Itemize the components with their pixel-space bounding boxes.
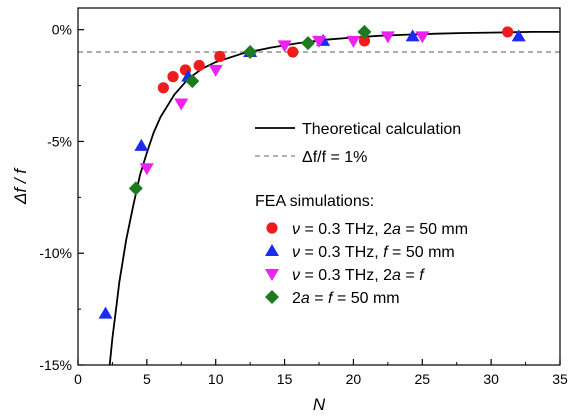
x-tick-label: 35 xyxy=(552,371,568,387)
x-tick-label: 20 xyxy=(346,371,362,387)
series-1-point xyxy=(167,71,179,83)
legend-marker-series-2 xyxy=(265,244,279,256)
series-4-point xyxy=(243,45,258,60)
series-3-point xyxy=(277,40,292,53)
series-2-point xyxy=(511,29,526,42)
x-tick-label: 30 xyxy=(483,371,499,387)
series-2-point xyxy=(134,138,149,151)
x-tick-label: 0 xyxy=(74,371,82,387)
legend-label-series-2: ν = 0.3 THz, f = 50 mm xyxy=(292,244,455,261)
legend-marker-series-1 xyxy=(266,222,278,234)
series-1-point xyxy=(358,35,371,47)
series-3-point xyxy=(174,98,189,111)
series-1-point xyxy=(287,46,299,58)
series-1-point xyxy=(193,59,205,72)
y-tick-label: -10% xyxy=(39,245,72,261)
series-3-point xyxy=(415,31,430,44)
legend-label-series-3: ν = 0.3 THz, 2a = f xyxy=(292,267,425,284)
theory-curve xyxy=(108,31,560,365)
series-3-point xyxy=(346,35,361,48)
series-4-point xyxy=(357,24,372,39)
legend-label-series-1: ν = 0.3 THz, 2a = 50 mm xyxy=(292,221,468,238)
series-3-point xyxy=(312,35,326,48)
series-1-point xyxy=(214,50,226,63)
series-2-point xyxy=(98,306,113,319)
legend-label-reference: Δf/f = 1% xyxy=(302,149,367,166)
series-1-point xyxy=(502,26,514,38)
legend-label-theory: Theoretical calculation xyxy=(302,121,461,138)
legend-group-title: FEA simulations: xyxy=(255,193,374,210)
series-4-point xyxy=(128,181,143,196)
series-4-point xyxy=(300,36,315,51)
x-tick-label: 10 xyxy=(208,371,224,387)
series-3-point xyxy=(208,64,223,77)
series-4-point xyxy=(185,74,200,89)
x-tick-label: 5 xyxy=(143,371,151,387)
x-tick-label: 25 xyxy=(414,371,430,387)
series-3-point xyxy=(139,163,154,176)
legend-marker-series-3 xyxy=(265,269,279,281)
y-axis-title: Δf / f xyxy=(11,167,30,205)
x-axis-title: N xyxy=(313,395,326,414)
plot-frame xyxy=(77,7,561,366)
legend-marker-series-4 xyxy=(265,290,279,304)
series-3-point xyxy=(380,31,395,44)
legend-label-series-4: 2a = f = 50 mm xyxy=(292,290,400,307)
y-tick-label: -15% xyxy=(39,357,72,373)
x-tick-label: 15 xyxy=(277,371,293,387)
series-2-point xyxy=(405,29,420,42)
y-tick-label: -5% xyxy=(47,133,72,149)
series-1-point xyxy=(157,82,169,94)
y-tick-label: 0% xyxy=(52,22,72,38)
